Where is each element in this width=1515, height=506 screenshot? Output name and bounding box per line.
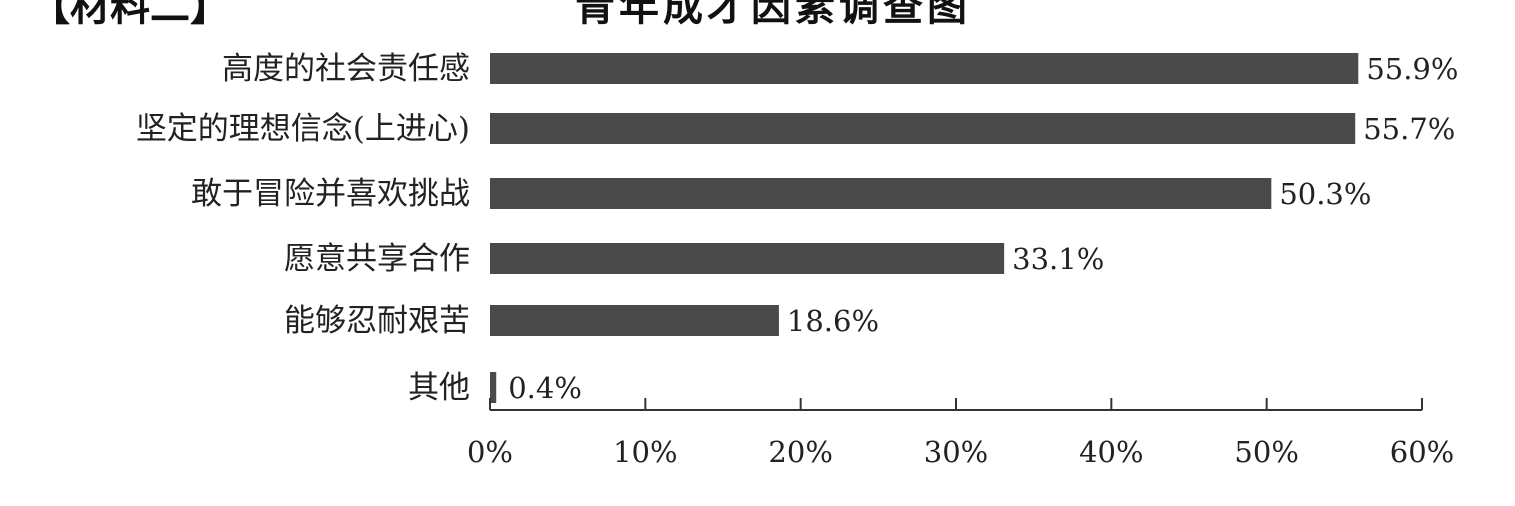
data-label: 55.9% [1366, 52, 1458, 86]
x-tick-label: 30% [924, 435, 988, 469]
data-label: 33.1% [1012, 242, 1104, 276]
category-label: 高度的社会责任感 [222, 51, 470, 87]
x-tick-label: 60% [1390, 435, 1454, 469]
x-tick-label: 0% [467, 435, 513, 469]
data-label: 55.7% [1363, 112, 1455, 146]
x-tick-label: 50% [1234, 435, 1298, 469]
bar [490, 305, 779, 336]
data-label: 18.6% [787, 304, 879, 338]
chart-title: 青年成才因素调查图 [575, 0, 971, 30]
category-label: 坚定的理想信念(上进心) [136, 111, 470, 147]
x-tick-label: 20% [768, 435, 832, 469]
material-label: 【材料二】 [30, 0, 230, 30]
category-label: 其他 [408, 370, 470, 406]
data-label: 0.4% [508, 371, 582, 405]
category-label: 愿意共享合作 [284, 241, 470, 277]
data-label: 50.3% [1279, 177, 1371, 211]
category-label: 能够忍耐艰苦 [284, 303, 470, 339]
bar [490, 178, 1272, 209]
bar [490, 372, 497, 403]
bar [490, 113, 1356, 144]
category-label: 敢于冒险并喜欢挑战 [191, 176, 470, 212]
bar [490, 243, 1005, 274]
x-tick-label: 10% [613, 435, 677, 469]
bar [490, 53, 1359, 84]
x-tick-label: 40% [1079, 435, 1143, 469]
